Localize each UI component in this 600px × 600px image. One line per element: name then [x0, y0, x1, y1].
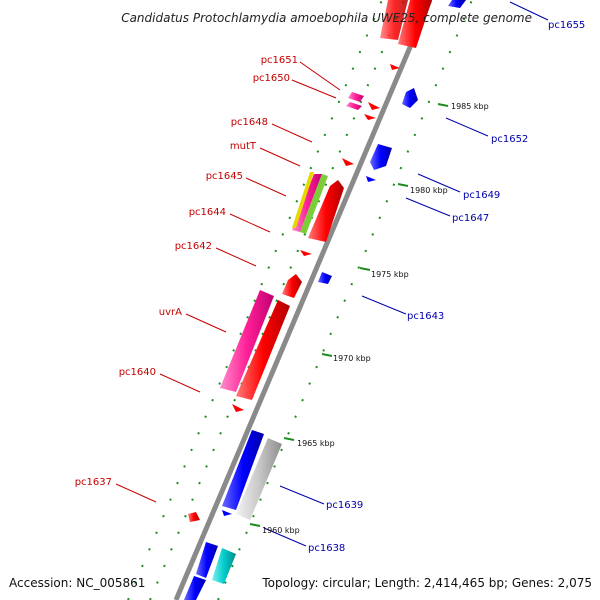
kbp-label: 1975 kbp: [371, 270, 409, 279]
gene-pc1639-small[interactable]: [222, 510, 232, 516]
gene-label-pc1648[interactable]: pc1648: [231, 117, 268, 128]
map-title: Candidatus Protochlamydia amoebophila UW…: [121, 11, 532, 25]
reverse-leaders: [115, 61, 341, 503]
gene-label-pc1650[interactable]: pc1650: [253, 73, 290, 84]
tick-marks: [127, 0, 473, 600]
forward-strand-genes: [184, 0, 466, 600]
genome-axis: [173, 0, 433, 600]
gene-label-uvrA[interactable]: uvrA: [159, 307, 182, 318]
gene-bottom-blue[interactable]: [184, 576, 206, 600]
kbp-markers: 1985 kbp 1980 kbp 1975 kbp 1970 kbp 1965…: [249, 102, 489, 535]
gene-top-3[interactable]: [390, 64, 400, 70]
gene-label-pc1642[interactable]: pc1642: [175, 241, 212, 252]
gene-top-1[interactable]: [380, 0, 408, 40]
reverse-strand-genes: [188, 0, 432, 522]
gene-uvrA-partner[interactable]: [236, 300, 290, 400]
gene-label-pc1649[interactable]: pc1649: [463, 190, 500, 201]
gene-label-pc1638[interactable]: pc1638: [308, 543, 345, 554]
gene-pc1642[interactable]: [282, 274, 302, 298]
gene-label-pc1643[interactable]: pc1643: [407, 311, 444, 322]
gene-pc1655[interactable]: [448, 0, 466, 8]
gene-pc1645b[interactable]: [300, 174, 328, 234]
gene-pc1638-cyan[interactable]: [212, 548, 236, 584]
gene-label-pc1647[interactable]: pc1647: [452, 213, 489, 224]
gene-label-pc1652[interactable]: pc1652: [491, 134, 528, 145]
forward-gene-labels: pc1655 pc1652 pc1649 pc1647 pc1643 pc163…: [308, 20, 585, 554]
forward-leaders: [263, 1, 549, 547]
gene-uvrA[interactable]: [220, 290, 274, 392]
gene-top-2[interactable]: [398, 0, 432, 48]
kbp-label: 1980 kbp: [410, 186, 448, 195]
gene-pc1650[interactable]: [346, 102, 362, 110]
gene-pc1639[interactable]: [222, 430, 264, 510]
gene-pc1649[interactable]: [370, 144, 392, 170]
kbp-label: 1970 kbp: [333, 354, 371, 363]
topology-text: Topology: circular; Length: 2,414,465 bp…: [262, 576, 592, 590]
gene-label-pc1639[interactable]: pc1639: [326, 500, 363, 511]
kbp-label: 1965 kbp: [297, 439, 335, 448]
gene-pc1648[interactable]: [342, 158, 354, 166]
gene-pc1637[interactable]: [188, 512, 200, 522]
gene-label-pc1644[interactable]: pc1644: [189, 207, 226, 218]
gene-pc1644[interactable]: [300, 250, 312, 256]
gene-label-mutT[interactable]: mutT: [230, 141, 257, 152]
gene-pc1640[interactable]: [232, 404, 244, 412]
reverse-gene-labels: pc1651 pc1650 pc1648 mutT pc1645 pc1644 …: [75, 55, 298, 488]
gene-pc1639-gray[interactable]: [236, 438, 282, 520]
kbp-label: 1985 kbp: [451, 102, 489, 111]
gene-pc1647[interactable]: [366, 176, 376, 182]
gene-mutT[interactable]: [308, 180, 344, 242]
accession-text: Accession: NC_005861: [9, 576, 146, 590]
gene-pc1651[interactable]: [348, 92, 364, 102]
gene-label-pc1651[interactable]: pc1651: [261, 55, 298, 66]
gene-pc1643[interactable]: [318, 272, 332, 284]
gene-pc1645c[interactable]: [292, 172, 314, 228]
gene-pc1645[interactable]: [292, 174, 322, 232]
gene-pc1638[interactable]: [196, 542, 218, 578]
gene-label-pc1645[interactable]: pc1645: [206, 171, 243, 182]
gene-label-pc1637[interactable]: pc1637: [75, 477, 112, 488]
gene-pc1652[interactable]: [402, 88, 418, 108]
gene-small-1650b[interactable]: [368, 102, 380, 110]
gene-label-pc1655[interactable]: pc1655: [548, 20, 585, 31]
kbp-label: 1960 kbp: [262, 526, 300, 535]
gene-label-pc1640[interactable]: pc1640: [119, 367, 156, 378]
gene-small-1650c[interactable]: [364, 114, 376, 120]
